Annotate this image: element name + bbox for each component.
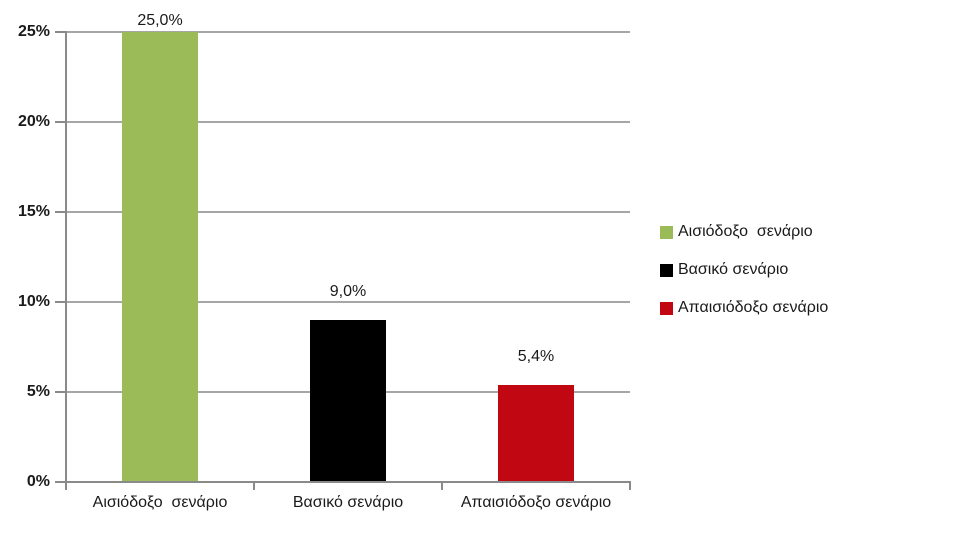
y-axis-tick bbox=[55, 301, 66, 303]
x-category-label: Βασικό σενάριο bbox=[292, 494, 404, 511]
legend: Αισιόδοξο σενάριο Βασικό σενάριο Απαισιόδο… bbox=[660, 222, 828, 336]
x-axis bbox=[65, 481, 631, 483]
y-axis-tick-label: 5% bbox=[26, 383, 50, 400]
x-axis-tick bbox=[629, 483, 631, 490]
bar-1 bbox=[122, 32, 198, 481]
legend-item: Βασικό σενάριο bbox=[660, 260, 828, 280]
bar-2 bbox=[310, 320, 386, 481]
legend-swatch-icon bbox=[660, 301, 673, 315]
gridline bbox=[66, 121, 630, 123]
x-axis-tick bbox=[65, 483, 67, 490]
legend-label: Απαισιόδοξο σενάριο bbox=[678, 299, 829, 316]
legend-swatch-icon bbox=[660, 225, 673, 239]
gridline bbox=[66, 31, 630, 33]
y-axis-tick-label: 10% bbox=[17, 293, 50, 310]
legend-label: Αισιόδοξο σενάριο bbox=[678, 223, 813, 240]
y-axis-tick bbox=[55, 121, 66, 123]
y-axis bbox=[65, 31, 67, 483]
gridline bbox=[66, 301, 630, 303]
gridline bbox=[66, 211, 630, 213]
legend-label: Βασικό σενάριο bbox=[678, 261, 789, 278]
legend-item: Αισιόδοξο σενάριο bbox=[660, 222, 828, 242]
y-axis-tick-label: 0% bbox=[26, 473, 50, 490]
bar-value-label: 5,4% bbox=[517, 347, 555, 365]
legend-swatch-icon bbox=[660, 263, 673, 277]
y-axis-tick-label: 15% bbox=[17, 203, 50, 220]
legend-item: Απαισιόδοξο σενάριο bbox=[660, 298, 828, 318]
y-axis-tick bbox=[55, 391, 66, 393]
x-category-label: Αισιόδοξο σενάριο bbox=[92, 494, 228, 511]
y-axis-tick bbox=[55, 211, 66, 213]
y-axis-tick bbox=[55, 31, 66, 33]
bar-value-label: 9,0% bbox=[329, 283, 367, 300]
bar-value-label: 25,0% bbox=[137, 12, 183, 29]
x-axis-tick bbox=[441, 483, 443, 490]
x-category-label: Απαισιόδοξο σενάριο bbox=[460, 494, 612, 511]
bar-3 bbox=[498, 384, 574, 481]
y-axis-tick-label: 20% bbox=[17, 113, 50, 130]
y-axis-tick-label: 25% bbox=[17, 23, 50, 40]
x-axis-tick bbox=[253, 483, 255, 490]
y-axis-tick bbox=[55, 481, 66, 483]
